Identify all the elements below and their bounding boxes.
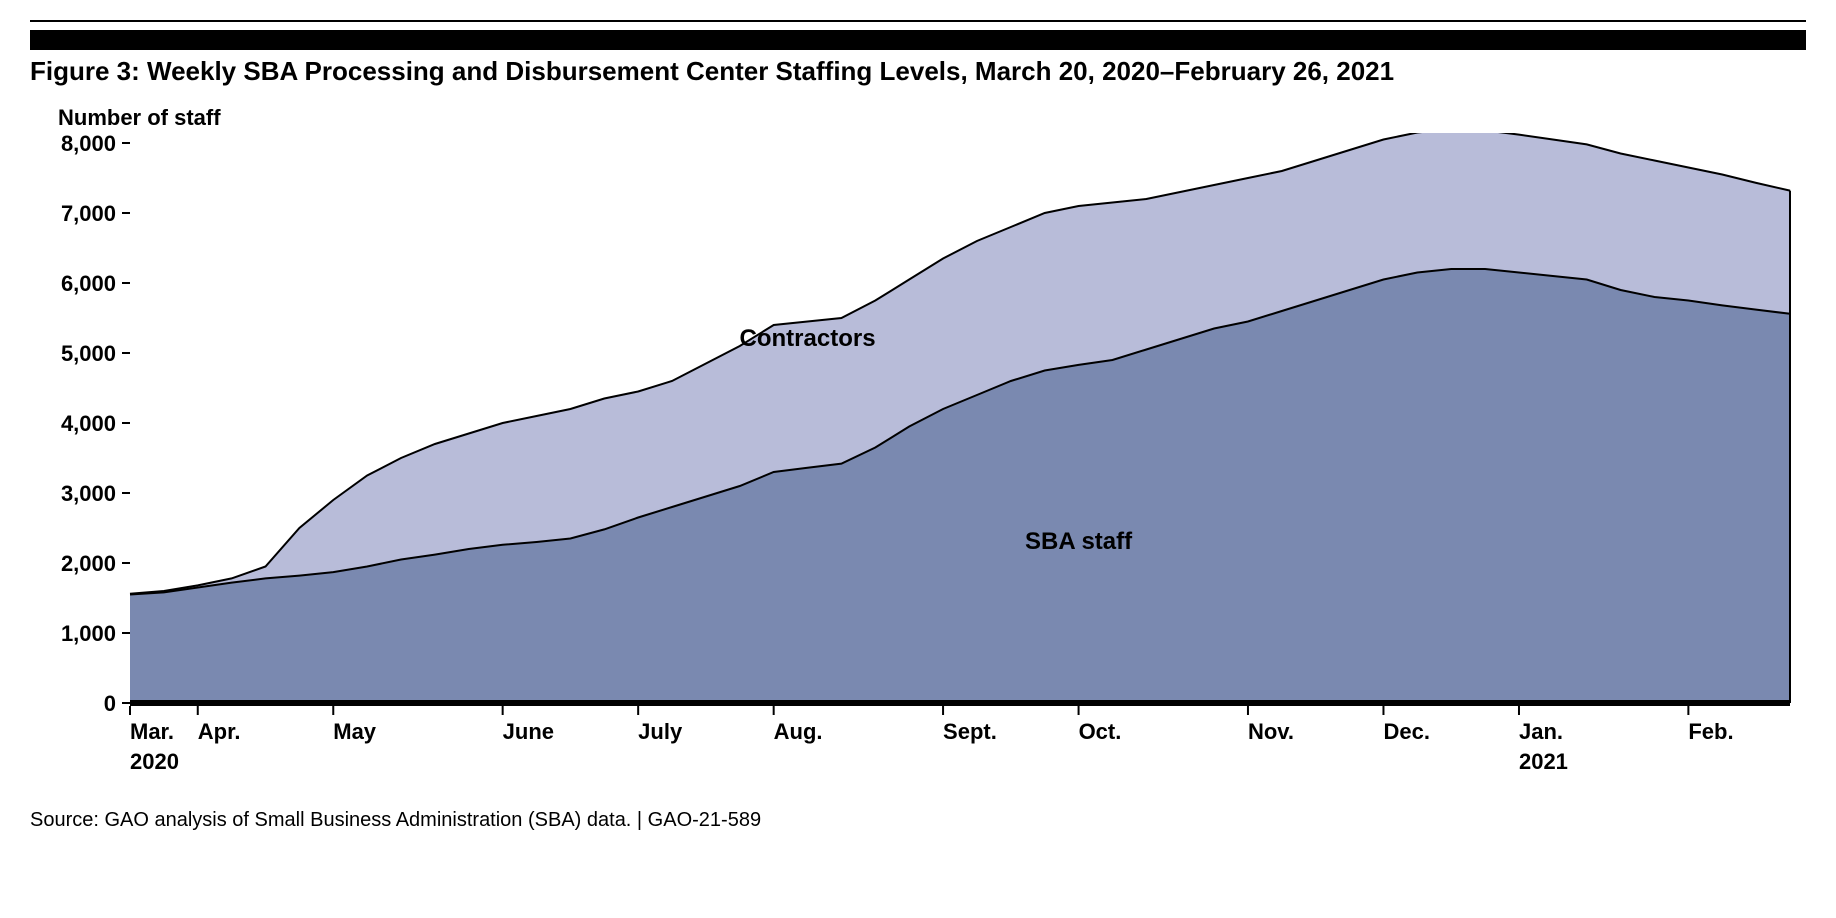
staffing-area-chart: 0 1,000 2,000 3,000 4,000 5,000 6,000 7,000 8,00…: [30, 133, 1800, 793]
x-tick-label: July: [638, 719, 683, 744]
x-tick-label: Apr.: [198, 719, 241, 744]
y-tick-label: 7,000: [61, 201, 116, 226]
y-tick-label: 1,000: [61, 621, 116, 646]
y-tick-label: 8,000: [61, 133, 116, 156]
y-tick-label: 0: [104, 691, 116, 716]
x-tick-label: June: [503, 719, 554, 744]
figure-title: Figure 3: Weekly SBA Processing and Disb…: [30, 56, 1806, 87]
y-tick-label: 3,000: [61, 481, 116, 506]
x-tick-label: Mar.: [130, 719, 174, 744]
x-tick-label: May: [333, 719, 377, 744]
y-tick-label: 6,000: [61, 271, 116, 296]
x-tick-label: Feb.: [1688, 719, 1733, 744]
y-tick-label: 2,000: [61, 551, 116, 576]
y-tick-label: 5,000: [61, 341, 116, 366]
x-tick-label: Dec.: [1383, 719, 1429, 744]
rule-thick: [30, 30, 1806, 50]
x-year-label: 2020: [130, 749, 179, 774]
x-tick-label: Oct.: [1079, 719, 1122, 744]
y-axis-title: Number of staff: [58, 105, 1806, 131]
rule-thin: [30, 20, 1806, 22]
x-tick-label: Nov.: [1248, 719, 1294, 744]
x-tick-label: Jan.: [1519, 719, 1563, 744]
x-year-label: 2021: [1519, 749, 1568, 774]
y-tick-label: 4,000: [61, 411, 116, 436]
source-line: Source: GAO analysis of Small Business A…: [30, 809, 1806, 832]
series-annotation: Contractors: [740, 325, 876, 352]
x-tick-label: Sept.: [943, 719, 997, 744]
series-annotation: SBA staff: [1025, 528, 1133, 555]
x-tick-label: Aug.: [774, 719, 823, 744]
